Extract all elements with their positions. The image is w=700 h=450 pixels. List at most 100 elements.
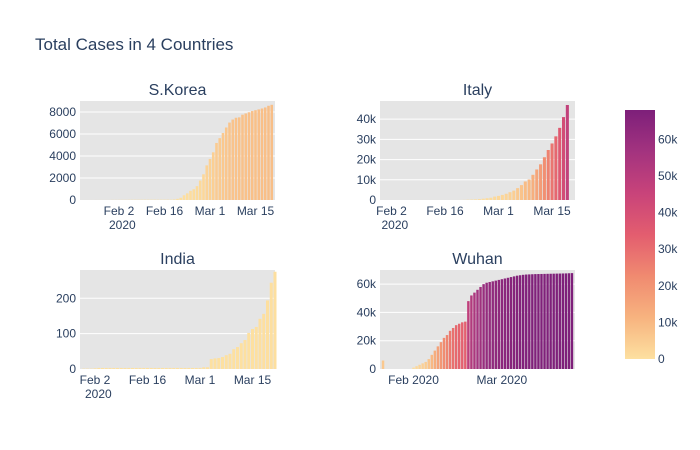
bar: 322 [474,199,478,200]
bar: 119 [254,326,258,369]
bar: 16000 [436,346,440,369]
bar: 48000 [467,301,470,369]
bar: 3 [191,367,194,369]
bar: 3000 [418,364,421,369]
bar: 31 [217,358,221,369]
subplot-s-korea: 0200040006000800011223444411121515161923… [49,82,275,232]
colorbar-tick-label: 20k [658,279,678,293]
x-tick-label: Feb 2 [80,373,111,387]
bar: 3 [153,367,157,369]
bar: 33000 [461,322,464,369]
bar: 8565 [267,105,270,200]
bar: 27000 [448,330,452,369]
y-tick-label: 40k [357,112,377,126]
bar: 4636 [512,190,516,200]
bar: 275 [273,271,277,369]
x-tick-label: Feb 16 [129,373,167,387]
bar: 3 [194,367,198,369]
bar: 3 [183,367,187,369]
bar: 33500 [464,321,467,369]
colorbar-tick-label: 30k [658,242,678,256]
bar: 66900 [528,274,531,369]
y-tick-label: 20k [357,153,377,167]
bar: 3 [157,367,161,369]
subplot-title: Italy [463,82,492,99]
bar: 67000 [531,274,534,369]
x-tick-year-label: 2020 [109,218,136,232]
bar: 3 [123,367,127,369]
bar: 5186 [215,142,218,200]
bar: 3 [179,367,183,369]
bar: 51 [172,199,176,200]
bar: 17660 [539,164,543,200]
bar: 3 [142,367,146,369]
x-tick-year-label: 2020 [85,387,112,401]
bar: 67600 [564,273,568,369]
bar: 888 [485,198,489,200]
bar: 62 [236,347,239,369]
bar: 7513 [237,117,241,200]
y-tick-label: 40k [357,305,377,319]
bar: 5883 [516,188,520,200]
bar: 29000 [451,327,455,369]
bar: 67800 [570,273,574,369]
y-tick-label: 10k [357,173,377,187]
bar: 67450 [555,273,558,369]
bar: 3 [172,367,176,369]
bar: 1128 [489,197,493,200]
bar: 602 [185,193,189,200]
colorbar: 0 10k 20k 30k 40k 50k 60k [625,110,678,366]
subplot-wuhan: 020k40k60k600000000000010002000300040005… [357,251,575,387]
bar: 60000 [482,284,485,369]
x-tick-label: Feb 16 [146,204,184,218]
x-tick-label: Mar 1 [195,204,226,218]
bar: 5 [206,367,209,369]
bar: 7755 [241,114,244,200]
bar: 4000 [421,363,424,369]
bar: 102 [247,332,251,369]
bar: 8652 [270,104,274,200]
bar: 19000 [439,342,443,369]
bar: 433 [182,195,186,200]
y-tick-label: 4000 [49,149,76,163]
bar: 15113 [535,169,539,200]
bar: 156 [262,313,266,369]
bar: 3858 [508,192,512,200]
x-tick-label: Mar 1 [483,204,514,218]
bar: 56000 [476,289,479,369]
bar: 41035 [562,117,566,200]
subplot-title: India [160,251,195,268]
bar: 204 [179,197,183,200]
bar: 65500 [512,276,516,369]
bar: 66600 [521,274,525,369]
y-tick-label: 8000 [49,105,76,119]
bar: 61500 [488,282,491,369]
bar: 1261 [195,186,199,200]
bar: 32000 [458,323,461,369]
y-tick-label: 100 [56,327,76,341]
bar: 3 [97,367,101,369]
x-tick-label: Mar 2020 [477,373,528,387]
bar: 194 [266,300,269,369]
bar: 7869 [244,113,248,200]
subplot-italy: 010k20k30k40k000000000222222233333333333… [357,82,575,232]
bar: 453 [477,199,481,200]
bar: 7000 [427,359,430,369]
bar: 10000 [430,354,434,369]
bar: 63500 [500,279,504,369]
bar: 2036 [497,195,501,200]
bar: 8413 [263,107,267,200]
y-tick-label: 200 [56,291,76,305]
bar: 3 [168,367,172,369]
y-tick-label: 20k [357,334,377,348]
bar: 62000 [491,281,494,369]
bar: 3 [134,367,138,369]
x-tick-label: Feb 16 [426,204,464,218]
bar: 3 [104,367,108,369]
bar: 7478 [234,117,238,200]
bar: 3 [176,367,179,369]
bar: 64500 [506,277,510,369]
x-tick-label: Mar 15 [533,204,571,218]
bar: 56 [232,349,236,369]
bar: 58000 [479,286,482,369]
